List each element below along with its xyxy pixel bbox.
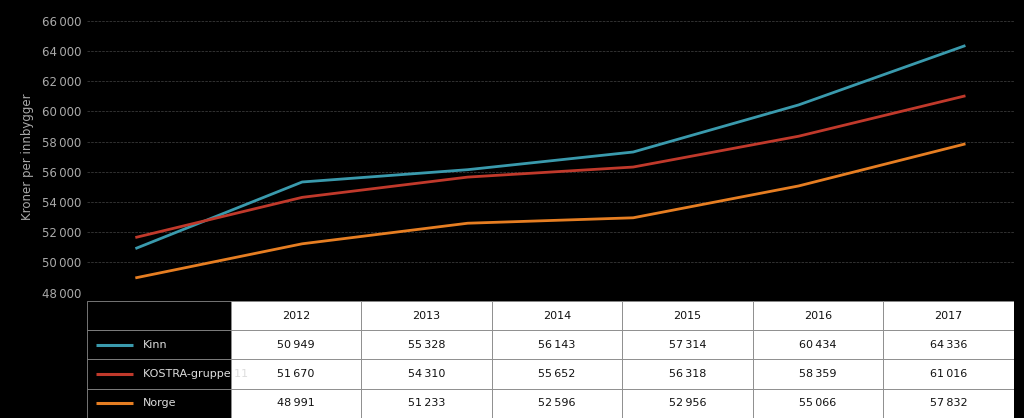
Text: 56 143: 56 143	[539, 340, 575, 350]
Text: 54 310: 54 310	[408, 369, 445, 379]
Bar	[753, 301, 884, 330]
Text: 52 956: 52 956	[669, 398, 707, 408]
Text: 56 318: 56 318	[669, 369, 707, 379]
Bar	[230, 330, 361, 359]
Text: 52 596: 52 596	[539, 398, 575, 408]
Bar	[87, 389, 230, 418]
Bar	[87, 301, 230, 330]
Text: 2015: 2015	[674, 311, 701, 321]
Bar	[230, 359, 361, 389]
Text: Norge: Norge	[142, 398, 176, 408]
Text: 64 336: 64 336	[930, 340, 968, 350]
Text: 60 434: 60 434	[800, 340, 837, 350]
Bar	[753, 389, 884, 418]
Bar	[230, 389, 361, 418]
Bar	[623, 301, 753, 330]
Bar	[87, 330, 230, 359]
Text: 58 359: 58 359	[800, 369, 837, 379]
Bar	[361, 330, 492, 359]
Text: 2017: 2017	[934, 311, 963, 321]
Text: 51 670: 51 670	[278, 369, 314, 379]
Text: 55 328: 55 328	[408, 340, 445, 350]
Bar	[884, 359, 1014, 389]
Text: 50 949: 50 949	[278, 340, 314, 350]
Text: 61 016: 61 016	[930, 369, 967, 379]
Text: 57 314: 57 314	[669, 340, 707, 350]
Bar	[623, 359, 753, 389]
Bar	[492, 389, 623, 418]
Bar	[361, 389, 492, 418]
Bar	[623, 330, 753, 359]
Bar	[230, 301, 361, 330]
Bar	[884, 330, 1014, 359]
Bar	[492, 359, 623, 389]
Text: Kinn: Kinn	[142, 340, 167, 350]
Text: 51 233: 51 233	[408, 398, 445, 408]
Text: 55 652: 55 652	[539, 369, 575, 379]
Text: 2013: 2013	[413, 311, 440, 321]
Text: 55 066: 55 066	[800, 398, 837, 408]
Bar	[753, 330, 884, 359]
Bar	[492, 330, 623, 359]
Bar	[753, 359, 884, 389]
Text: 57 832: 57 832	[930, 398, 968, 408]
Text: 48 991: 48 991	[278, 398, 314, 408]
Bar	[623, 389, 753, 418]
Text: KOSTRA-gruppe 11: KOSTRA-gruppe 11	[142, 369, 248, 379]
Bar	[884, 389, 1014, 418]
Bar	[492, 301, 623, 330]
Bar	[361, 301, 492, 330]
Bar	[87, 359, 230, 389]
Bar	[361, 359, 492, 389]
Bar	[884, 301, 1014, 330]
Text: 2016: 2016	[804, 311, 833, 321]
Y-axis label: Kroner per innbygger: Kroner per innbygger	[20, 94, 34, 220]
Text: 2014: 2014	[543, 311, 571, 321]
Text: 2012: 2012	[282, 311, 310, 321]
